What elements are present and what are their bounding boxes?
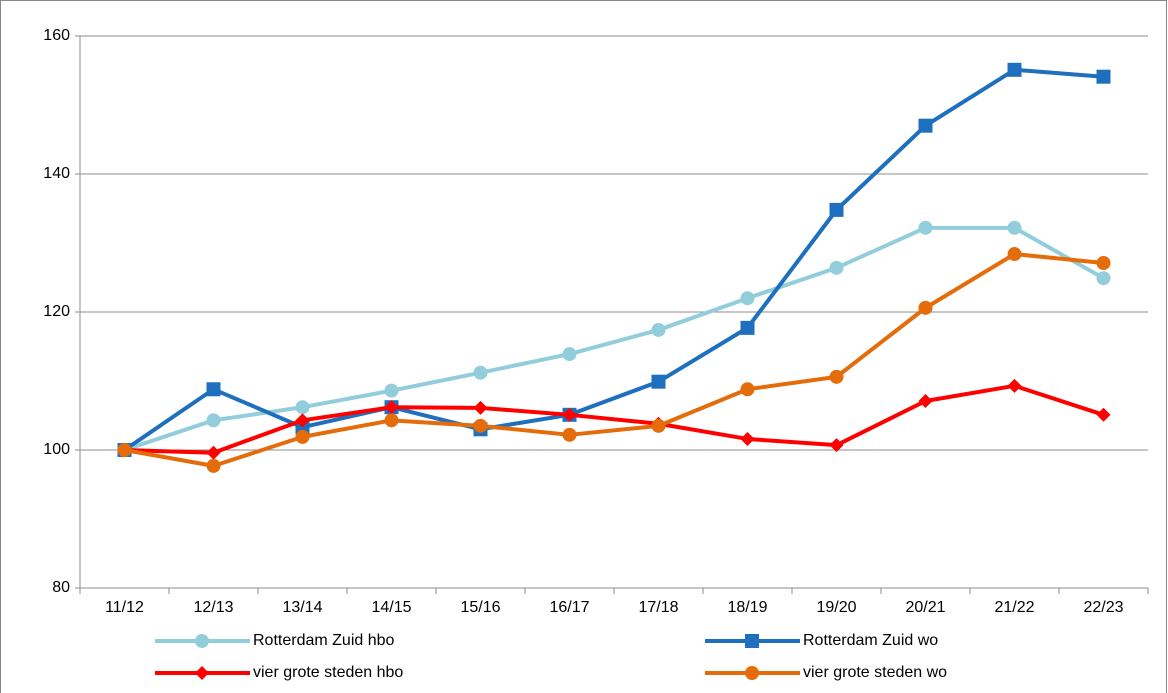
data-point xyxy=(1096,271,1111,286)
legend-label: vier grote steden wo xyxy=(803,664,947,681)
x-tick-label: 22/23 xyxy=(1083,599,1123,616)
y-tick-label: 160 xyxy=(43,27,70,44)
data-point xyxy=(206,382,221,397)
data-point xyxy=(740,431,755,446)
legend-label: Rotterdam Zuid hbo xyxy=(253,632,395,649)
data-point xyxy=(651,322,666,337)
data-point xyxy=(829,369,844,384)
data-point xyxy=(1096,407,1111,422)
x-tick-label: 14/15 xyxy=(371,599,411,616)
data-point xyxy=(295,400,310,415)
data-point xyxy=(1007,62,1022,77)
x-tick-label: 13/14 xyxy=(282,599,322,616)
legend-marker xyxy=(195,666,209,680)
legend-marker xyxy=(745,634,759,648)
legend-label: Rotterdam Zuid wo xyxy=(803,632,938,649)
data-point xyxy=(562,347,577,362)
legend-marker xyxy=(745,666,759,680)
y-tick-label: 100 xyxy=(43,441,70,458)
series-line xyxy=(123,67,1104,452)
data-point xyxy=(206,445,221,460)
data-point xyxy=(562,427,577,442)
data-point xyxy=(829,260,844,275)
data-point xyxy=(295,429,310,444)
data-point xyxy=(384,383,399,398)
data-point xyxy=(918,394,933,409)
data-point xyxy=(473,400,488,415)
data-point xyxy=(206,413,221,428)
x-tick-label: 18/19 xyxy=(727,599,767,616)
data-point xyxy=(829,438,844,453)
data-point xyxy=(473,418,488,433)
data-point xyxy=(384,400,399,415)
y-tick-label: 120 xyxy=(43,303,70,320)
series-line xyxy=(123,225,1105,452)
data-point xyxy=(1007,378,1022,393)
legend-label: vier grote steden hbo xyxy=(253,664,403,681)
series-line xyxy=(124,252,1104,468)
x-tick-label: 21/22 xyxy=(994,599,1034,616)
data-point xyxy=(740,320,755,335)
x-tick-label: 16/17 xyxy=(549,599,589,616)
data-point xyxy=(473,365,488,380)
data-point xyxy=(1096,256,1111,271)
x-tick-label: 19/20 xyxy=(816,599,856,616)
data-point xyxy=(295,413,310,428)
data-point xyxy=(1007,220,1022,235)
y-tick-label: 80 xyxy=(52,579,70,596)
data-point xyxy=(206,458,221,473)
data-point xyxy=(1096,69,1111,84)
x-tick-label: 20/21 xyxy=(905,599,945,616)
data-point xyxy=(740,291,755,306)
data-point xyxy=(918,220,933,235)
data-point xyxy=(918,300,933,315)
data-point xyxy=(740,382,755,397)
series-line xyxy=(124,383,1105,455)
x-tick-label: 15/16 xyxy=(460,599,500,616)
x-tick-label: 12/13 xyxy=(193,599,233,616)
data-point xyxy=(1007,247,1022,262)
x-tick-label: 11/12 xyxy=(105,599,144,616)
y-tick-label: 140 xyxy=(43,165,70,182)
data-point xyxy=(384,413,399,428)
data-point xyxy=(562,407,577,422)
data-point xyxy=(829,202,844,217)
data-point xyxy=(651,418,666,433)
data-point xyxy=(117,443,132,457)
x-tick-label: 17/18 xyxy=(638,599,678,616)
data-point xyxy=(918,118,933,133)
legend-marker xyxy=(195,634,209,648)
data-point xyxy=(651,374,666,389)
